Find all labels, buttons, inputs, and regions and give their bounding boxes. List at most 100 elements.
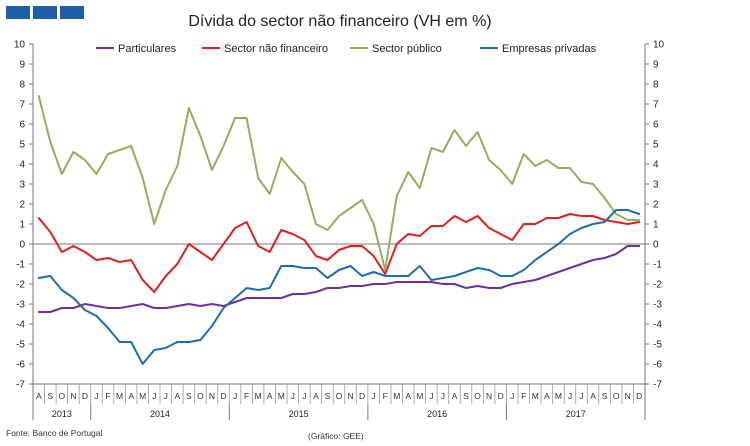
axes: -7 -7 -6 -6 -5 -5 -4 -4 -3 -3 -2 -2 -1 -1 0 0 1 1 2 2 3 3 4 4 5 5… xyxy=(14,40,665,420)
x-tick-label: F xyxy=(383,391,388,401)
year-label: 2016 xyxy=(427,409,447,419)
y-tick-label-left: 1 xyxy=(19,220,25,231)
x-tick-label: S xyxy=(602,391,608,401)
y-tick-label-left: 5 xyxy=(19,140,25,151)
x-tick-label: N xyxy=(209,391,215,401)
x-tick-label: F xyxy=(521,391,526,401)
y-tick-label-right: 7 xyxy=(653,100,659,111)
logo xyxy=(6,6,84,19)
x-tick-label: O xyxy=(613,391,620,401)
series-lines xyxy=(37,95,641,365)
y-tick-label-left: 2 xyxy=(19,200,25,211)
y-tick-label-left: 10 xyxy=(14,40,26,51)
y-tick-label-right: -4 xyxy=(653,320,662,331)
x-tick-label: D xyxy=(220,391,226,401)
series-line xyxy=(37,213,641,293)
x-tick-label: J xyxy=(441,391,445,401)
y-tick-label-right: 8 xyxy=(653,80,659,91)
x-tick-label: J xyxy=(233,391,237,401)
x-tick-label: J xyxy=(510,391,514,401)
year-label: 2013 xyxy=(52,409,72,419)
x-tick-label: M xyxy=(255,391,262,401)
x-tick-label: N xyxy=(625,391,631,401)
y-tick-label-left: 3 xyxy=(19,180,25,191)
x-tick-label: S xyxy=(325,391,331,401)
x-tick-label: M xyxy=(532,391,539,401)
x-tick-label: A xyxy=(267,391,273,401)
x-tick-label: F xyxy=(105,391,110,401)
y-tick-label-right: -5 xyxy=(653,340,662,351)
x-tick-label: J xyxy=(94,391,98,401)
x-tick-label: J xyxy=(372,391,376,401)
year-label: 2017 xyxy=(566,409,586,419)
legend-entry: Sector público xyxy=(372,43,442,55)
y-tick-label-right: -1 xyxy=(653,260,662,271)
y-tick-label-left: 0 xyxy=(19,240,25,251)
x-tick-label: D xyxy=(636,391,642,401)
series-line xyxy=(37,209,641,365)
y-tick-label-right: -2 xyxy=(653,280,662,291)
y-tick-label-right: 4 xyxy=(653,160,659,171)
x-tick-label: J xyxy=(152,391,156,401)
legend-entry: Particulares xyxy=(118,43,177,55)
year-label: 2014 xyxy=(150,409,170,419)
x-tick-label: A xyxy=(36,391,42,401)
y-tick-label-right: 3 xyxy=(653,180,659,191)
x-tick-label: F xyxy=(244,391,249,401)
series-line xyxy=(37,95,641,271)
x-tick-label: J xyxy=(579,391,583,401)
x-tick-label: M xyxy=(393,391,400,401)
chart-title: Dívida do sector não financeiro (VH em %… xyxy=(188,13,491,30)
y-tick-label-left: -6 xyxy=(16,360,25,371)
logo-square xyxy=(6,6,30,19)
x-tick-label: J xyxy=(302,391,306,401)
x-tick-label: J xyxy=(164,391,168,401)
x-tick-label: O xyxy=(197,391,204,401)
x-tick-label: O xyxy=(59,391,66,401)
x-tick-label: A xyxy=(405,391,411,401)
y-tick-label-left: -3 xyxy=(16,300,25,311)
year-label: 2015 xyxy=(289,409,309,419)
y-tick-label-left: -7 xyxy=(16,380,25,391)
x-tick-label: A xyxy=(175,391,181,401)
y-tick-label-right: 6 xyxy=(653,120,659,131)
y-tick-label-right: 0 xyxy=(653,240,659,251)
y-tick-label-left: 8 xyxy=(19,80,25,91)
chart-credit: (Gráfico: GEE) xyxy=(308,431,364,441)
x-tick-label: A xyxy=(544,391,550,401)
y-tick-label-right: 1 xyxy=(653,220,659,231)
y-tick-label-left: 9 xyxy=(19,60,25,71)
series-line xyxy=(37,245,641,313)
x-tick-label: N xyxy=(70,391,76,401)
x-tick-label: M xyxy=(416,391,423,401)
x-tick-label: N xyxy=(486,391,492,401)
x-tick-label: M xyxy=(139,391,146,401)
y-tick-label-right: 10 xyxy=(653,40,665,51)
x-tick-label: A xyxy=(128,391,134,401)
source-note: Fonte: Banco de Portugal xyxy=(6,428,103,438)
x-tick-label: M xyxy=(555,391,562,401)
y-tick-label-right: 2 xyxy=(653,200,659,211)
x-tick-label: O xyxy=(336,391,343,401)
x-tick-label: S xyxy=(47,391,53,401)
y-tick-label-right: 5 xyxy=(653,140,659,151)
x-tick-label: N xyxy=(347,391,353,401)
x-tick-label: D xyxy=(82,391,88,401)
y-tick-label-right: -7 xyxy=(653,380,662,391)
x-tick-label: D xyxy=(498,391,504,401)
x-tick-label: J xyxy=(568,391,572,401)
y-tick-label-left: -5 xyxy=(16,340,25,351)
x-tick-label: S xyxy=(463,391,469,401)
y-tick-label-left: -1 xyxy=(16,260,25,271)
logo-square xyxy=(60,6,84,19)
y-tick-label-left: -4 xyxy=(16,320,25,331)
x-tick-label: O xyxy=(474,391,481,401)
logo-square xyxy=(33,6,57,19)
y-tick-label-left: 6 xyxy=(19,120,25,131)
x-tick-label: M xyxy=(116,391,123,401)
legend-entry: Empresas privadas xyxy=(502,43,597,55)
legend-entry: Sector não financeiro xyxy=(224,43,328,55)
x-tick-label: D xyxy=(359,391,365,401)
y-tick-label-left: 4 xyxy=(19,160,25,171)
